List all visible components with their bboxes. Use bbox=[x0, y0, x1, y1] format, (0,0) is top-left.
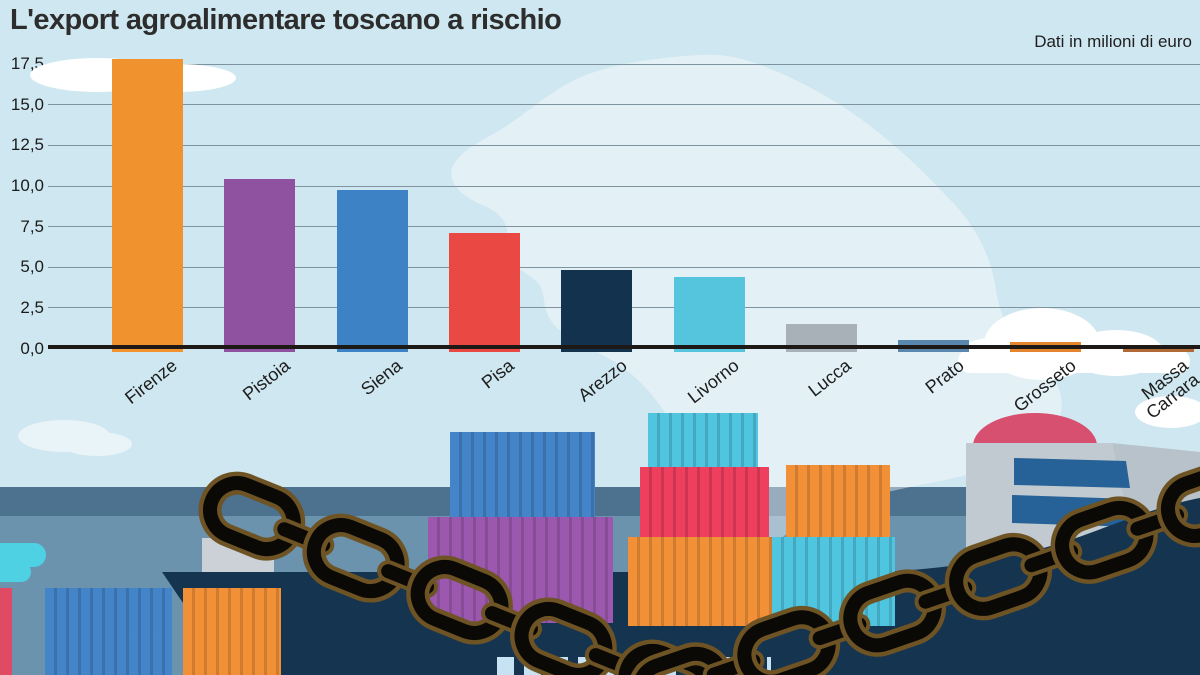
gridline bbox=[48, 144, 1200, 146]
container bbox=[45, 588, 172, 675]
hull-stripes bbox=[497, 657, 771, 675]
y-axis-tick-label: 10,0 bbox=[10, 176, 44, 195]
cloud bbox=[62, 432, 132, 456]
gridline bbox=[48, 226, 1200, 228]
x-axis-line bbox=[48, 344, 1200, 349]
y-axis-tick-label: 2,5 bbox=[20, 297, 44, 317]
container bbox=[786, 465, 890, 538]
bridge-window bbox=[1014, 458, 1130, 488]
water-splash bbox=[0, 562, 31, 582]
gridline bbox=[48, 63, 1200, 65]
y-axis-tick-label: 0,0 bbox=[20, 338, 44, 358]
gridline bbox=[48, 104, 1200, 106]
cloud bbox=[958, 349, 1190, 373]
x-axis-label: Arezzo bbox=[573, 355, 631, 406]
x-axis-label: Firenze bbox=[121, 355, 182, 408]
x-axis-label: Pisa bbox=[478, 355, 519, 393]
bar-pisa bbox=[448, 232, 520, 352]
page-title: L'export agroalimentare toscano a rischi… bbox=[10, 4, 562, 36]
x-axis-label: Lucca bbox=[804, 355, 856, 401]
y-axis-tick-label: 7,5 bbox=[20, 216, 44, 236]
container bbox=[0, 588, 12, 675]
container bbox=[428, 517, 613, 623]
container bbox=[648, 413, 758, 467]
bar-livorno bbox=[673, 276, 745, 352]
unit-note: Dati in milioni di euro bbox=[1034, 32, 1192, 51]
y-axis-tick-label: 15,0 bbox=[10, 94, 44, 114]
container bbox=[772, 537, 895, 626]
x-axis-label: Pistoia bbox=[238, 355, 294, 405]
y-axis-tick-label: 5,0 bbox=[20, 257, 44, 277]
gridline bbox=[48, 185, 1200, 187]
cloud bbox=[118, 64, 236, 92]
bar-arezzo bbox=[561, 270, 633, 352]
container bbox=[640, 467, 769, 538]
bar-pistoia bbox=[224, 179, 296, 352]
cloud bbox=[1135, 396, 1200, 428]
container bbox=[450, 432, 595, 518]
gridline bbox=[48, 266, 1200, 268]
sun-dome bbox=[973, 413, 1097, 446]
x-axis-label: Livorno bbox=[683, 355, 743, 408]
y-axis-tick-label: 12,5 bbox=[10, 135, 44, 155]
container bbox=[628, 537, 782, 626]
bar-firenze bbox=[112, 58, 183, 352]
bar-siena bbox=[336, 190, 408, 352]
x-axis-label: Siena bbox=[357, 355, 406, 400]
container bbox=[183, 588, 281, 675]
horizon-band bbox=[0, 487, 1200, 516]
